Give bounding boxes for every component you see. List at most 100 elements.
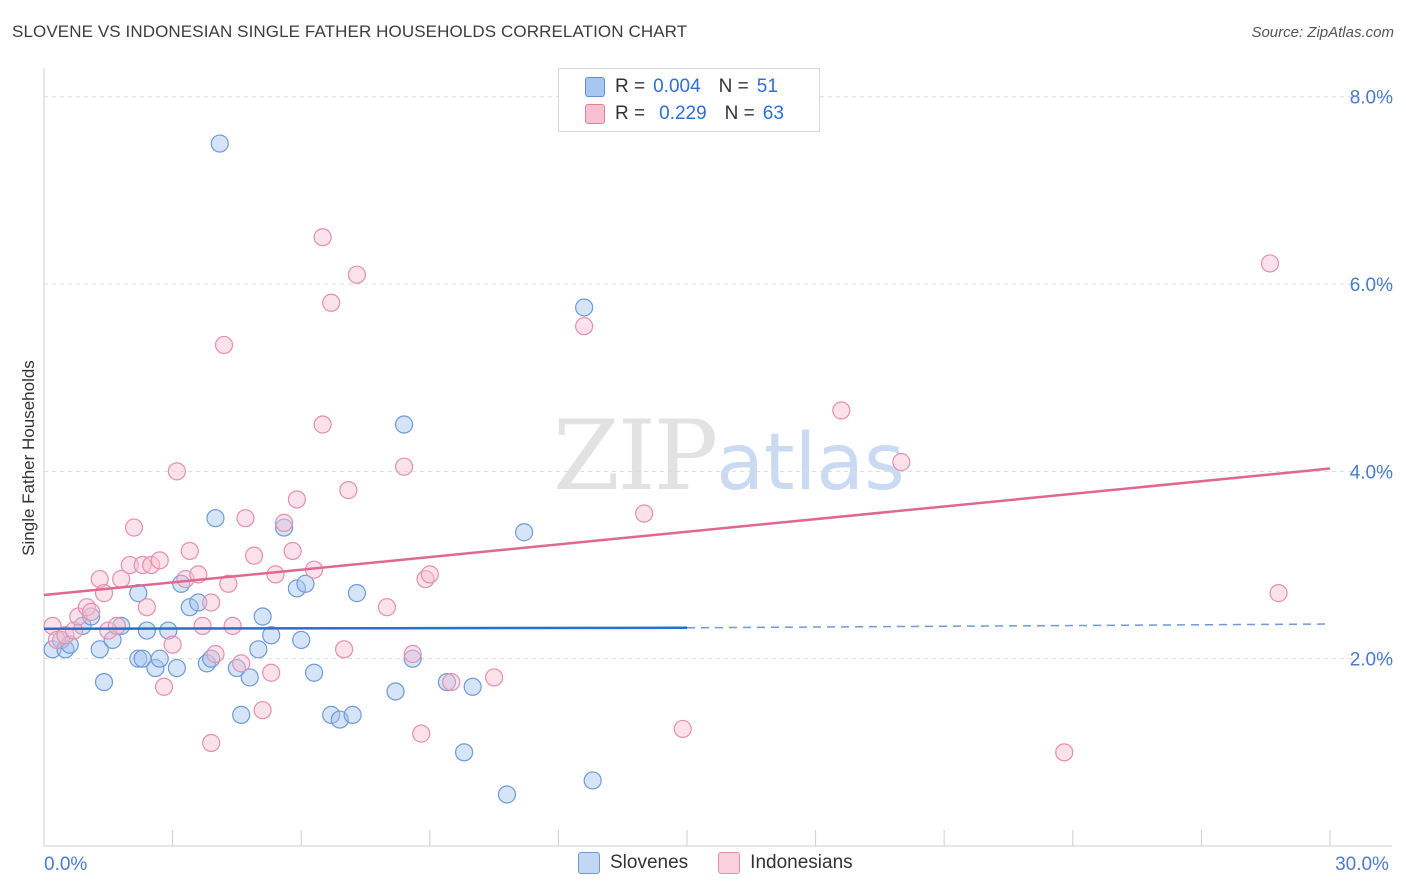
point-indonesians (1260, 254, 1280, 273)
point-slovenes (137, 621, 156, 640)
y-tick-label: 2.0% (1350, 650, 1393, 671)
point-indonesians (412, 724, 431, 743)
point-slovenes (296, 574, 315, 593)
point-slovenes (343, 705, 362, 724)
point-indonesians (313, 228, 332, 247)
point-indonesians (1269, 584, 1288, 603)
point-slovenes (129, 649, 148, 668)
legend-row-slovenes: R = 0.004 N = 51 (585, 74, 796, 100)
trend-line-slovenes (43, 626, 688, 630)
points (43, 134, 1288, 804)
legend-item-slovenes[interactable]: Slovenes (578, 852, 688, 874)
r-value-indonesians: 0.229 (659, 103, 707, 124)
y-tick-label: 4.0% (1350, 462, 1393, 483)
legend-item-indonesians[interactable]: Indonesians (718, 852, 853, 874)
point-slovenes (82, 607, 101, 626)
legend-swatch-slovenes (585, 77, 605, 97)
legend-swatch-indonesians (718, 852, 741, 874)
point-indonesians (232, 654, 251, 673)
point-indonesians (56, 626, 75, 645)
legend-swatch-slovenes (578, 852, 600, 874)
r-label: R = (615, 103, 646, 124)
point-indonesians (635, 504, 654, 523)
point-indonesians (244, 546, 264, 565)
point-indonesians (283, 541, 302, 561)
point-indonesians (287, 490, 307, 509)
point-slovenes (583, 771, 602, 790)
point-indonesians (47, 630, 66, 650)
point-indonesians (137, 598, 156, 617)
point-slovenes (262, 626, 281, 645)
watermark: ZIPatlas (553, 400, 905, 512)
point-indonesians (339, 480, 358, 500)
legend-label-slovenes: Slovenes (610, 852, 689, 873)
point-slovenes (322, 705, 341, 724)
point-indonesians (206, 644, 225, 664)
point-indonesians (202, 593, 221, 612)
point-slovenes (515, 523, 534, 542)
axes (43, 68, 1392, 847)
point-indonesians (322, 293, 341, 312)
n-label: N = (718, 76, 749, 97)
point-slovenes (274, 518, 294, 537)
point-indonesians (1055, 743, 1074, 762)
r-value-slovenes: 0.004 (653, 76, 701, 97)
legend-swatch-indonesians (585, 104, 605, 124)
point-slovenes (575, 298, 594, 317)
point-indonesians (150, 551, 169, 570)
point-indonesians (236, 509, 255, 528)
point-indonesians (99, 621, 118, 640)
point-indonesians (442, 672, 461, 692)
trend-lines (43, 467, 1331, 630)
point-indonesians (892, 452, 911, 472)
point-slovenes (394, 415, 414, 434)
point-slovenes (240, 668, 259, 687)
point-indonesians (124, 518, 144, 537)
point-slovenes (150, 649, 169, 668)
source-credit: Source: ZipAtlas.com (1251, 24, 1394, 41)
point-indonesians (420, 565, 439, 584)
point-indonesians (142, 555, 161, 575)
point-indonesians (180, 541, 199, 561)
point-indonesians (403, 644, 422, 664)
trend-line-slovenes-extension (686, 623, 1331, 629)
point-indonesians (43, 616, 62, 636)
point-indonesians (575, 317, 594, 336)
point-indonesians (107, 616, 126, 636)
point-indonesians (202, 733, 221, 753)
point-indonesians (313, 415, 332, 434)
point-slovenes (206, 509, 225, 528)
point-indonesians (120, 555, 139, 575)
x-tick-label: 0.0% (44, 854, 87, 875)
watermark-atlas: atlas (716, 418, 905, 508)
point-indonesians (90, 569, 109, 589)
point-indonesians (193, 616, 212, 636)
point-slovenes (94, 672, 114, 692)
r-label: R = (615, 76, 646, 97)
point-slovenes (159, 621, 178, 640)
y-tick-label: 8.0% (1350, 88, 1393, 109)
axis-labels: 2.0% 4.0% 6.0% 8.0% 0.0% 30.0% Single Father H… (19, 88, 1393, 875)
point-slovenes (103, 630, 122, 650)
n-value-indonesians: 63 (762, 103, 784, 124)
point-slovenes (253, 607, 272, 626)
chart-title: SLOVENE VS INDONESIAN SINGLE FATHER HOUS… (12, 22, 688, 41)
point-indonesians (154, 677, 174, 696)
point-indonesians (673, 719, 692, 739)
point-indonesians (262, 663, 281, 682)
point-indonesians (163, 635, 182, 654)
point-slovenes (249, 640, 268, 659)
legend-label-indonesians: Indonesians (750, 852, 853, 873)
point-indonesians (214, 335, 234, 355)
point-slovenes (347, 584, 367, 603)
n-value-slovenes: 51 (756, 76, 778, 97)
point-indonesians (485, 668, 504, 687)
point-indonesians (82, 602, 101, 621)
y-tick-label: 6.0% (1350, 275, 1393, 296)
stats-legend: R = 0.004 N = 51 R = 0.229 N = 63 (558, 68, 820, 132)
n-label: N = (724, 103, 755, 124)
legend-row-indonesians: R = 0.229 N = 63 (585, 101, 802, 127)
watermark-zip: ZIP (553, 400, 718, 512)
point-slovenes (304, 663, 324, 682)
